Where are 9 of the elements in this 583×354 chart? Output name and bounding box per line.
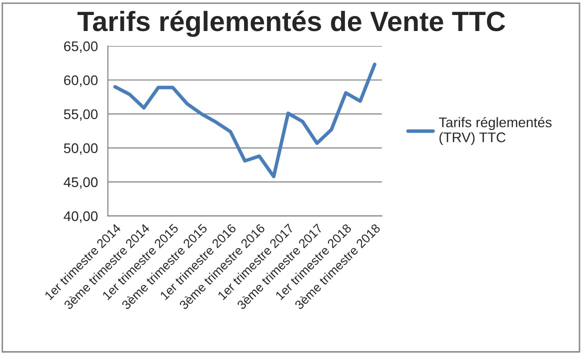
y-tick-label: 45,00 <box>64 177 98 189</box>
y-tick-label: 40,00 <box>64 211 98 223</box>
line-series <box>113 62 376 178</box>
y-tick-label: 65,00 <box>64 41 98 53</box>
y-tick-label: 55,00 <box>64 109 98 121</box>
y-tick-label: 60,00 <box>64 75 98 87</box>
legend-label: Tarifs réglementés (TRV) TTC <box>438 116 552 146</box>
chart-title: Tarifs réglementés de Vente TTC <box>78 10 506 37</box>
y-tick-label: 50,00 <box>64 143 98 155</box>
